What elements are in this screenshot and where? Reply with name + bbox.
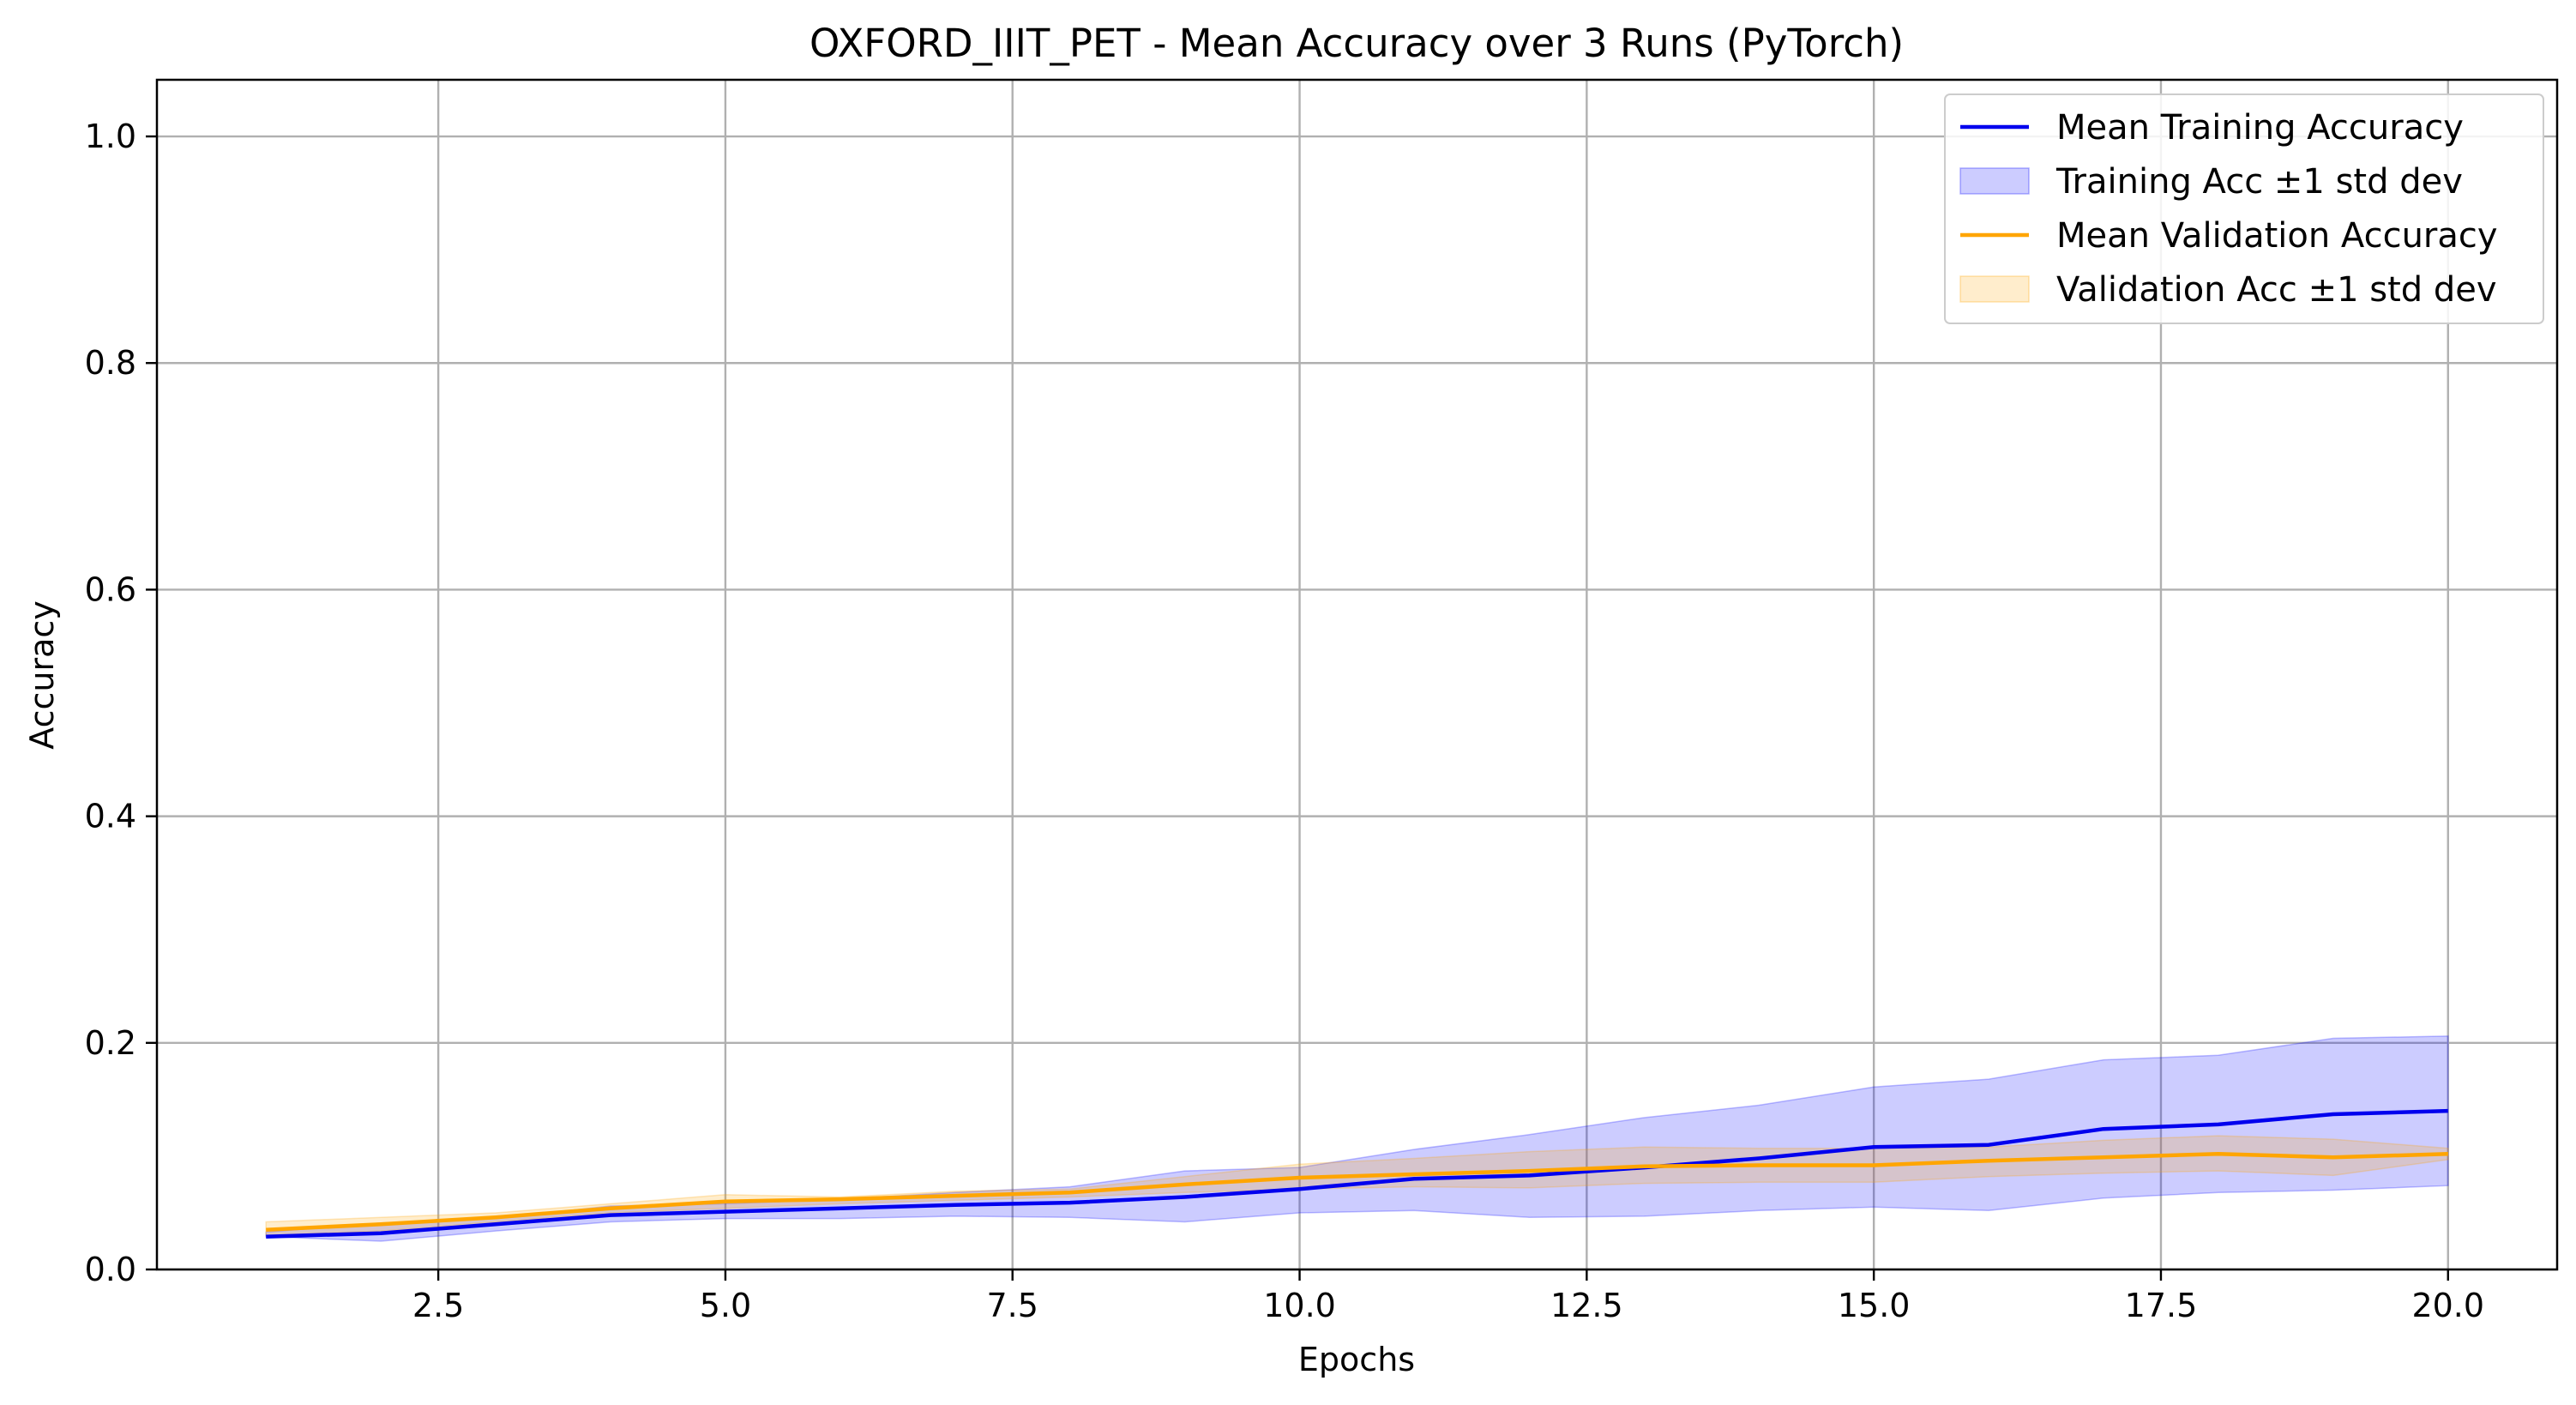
training-mean-line	[266, 1108, 2448, 1239]
tick-layer: 2.5 5.0 7.5 10.0 12.5 15.0 17.5 20.0 0.0 0.2 0.4 0.…	[85, 118, 2485, 1324]
legend-swatch-training-band	[1959, 167, 2030, 195]
legend-label-validation-mean: Mean Validation Accuracy	[2056, 216, 2498, 256]
legend-label-training-mean: Mean Training Accuracy	[2056, 108, 2464, 148]
line-layer	[266, 1108, 2448, 1239]
legend-swatch-validation-band	[1959, 275, 2030, 303]
x-axis-title: Epochs	[1298, 1341, 1415, 1378]
y-tick-label: 0.4	[85, 798, 136, 835]
validation-mean-line	[266, 1152, 2448, 1233]
x-tick-label: 15.0	[1838, 1287, 1911, 1324]
y-tick-label: 0.2	[85, 1024, 136, 1062]
x-tick-label: 10.0	[1263, 1287, 1336, 1324]
plot-frame	[155, 78, 2559, 1271]
x-tick-label: 20.0	[2411, 1287, 2484, 1324]
y-axis-title: Accuracy	[23, 600, 61, 750]
y-tick-label: 1.0	[85, 118, 136, 155]
x-tick-label: 5.0	[700, 1287, 751, 1324]
legend-box	[1944, 93, 2544, 324]
y-tick-label: 0.8	[85, 344, 136, 382]
legend-label-validation-band: Validation Acc ±1 std dev	[2056, 270, 2497, 310]
y-tick-label: 0.0	[85, 1251, 136, 1288]
y-tick-label: 0.6	[85, 570, 136, 608]
legend: Mean Training Accuracy Training Acc ±1 st…	[1944, 93, 2544, 324]
x-tick-label: 2.5	[412, 1287, 464, 1324]
chart-title: OXFORD_IIIT_PET - Mean Accuracy over 3 R…	[810, 21, 1904, 66]
x-tick-label: 12.5	[1550, 1287, 1623, 1324]
legend-label-training-band: Training Acc ±1 std dev	[2055, 162, 2463, 202]
training-std-band	[265, 1035, 2449, 1242]
x-tick-label: 17.5	[2125, 1287, 2198, 1324]
x-tick-label: 7.5	[987, 1287, 1038, 1324]
